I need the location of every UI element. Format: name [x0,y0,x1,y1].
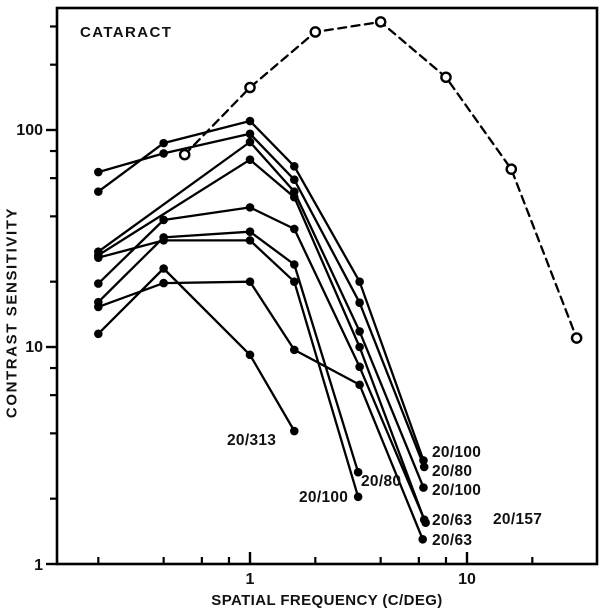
filled-circle-marker [94,187,103,196]
filled-circle-marker [289,345,299,355]
annotation-20-100: 20/100 [432,482,481,499]
filled-circle-marker [94,329,103,339]
x-tick-label-1: 1 [246,571,255,588]
y-tick-label-1: 1 [34,557,43,574]
filled-circle-marker [245,236,255,245]
curve-normal-dashed [183,20,578,340]
filled-circle-marker [355,298,364,308]
annotation-20-80: 20/80 [361,473,401,490]
annotation-20-313: 20/313 [227,432,276,449]
curve-cataract-9-20-313 [97,267,296,433]
filled-circle-marker [159,149,168,158]
filled-circle-marker [245,227,255,236]
filled-circle-marker [159,236,168,245]
filled-circle-marker [289,192,299,202]
filled-circle-marker [419,456,428,465]
annotation-20-100: 20/100 [299,489,348,506]
x-axis-title: SPATIAL FREQUENCY (C/DEG) [211,592,443,609]
filled-circle-marker [289,175,299,185]
y-tick-label-10: 10 [25,339,43,356]
curve-cataract-5-20-157 [97,206,427,524]
filled-circle-marker [245,350,255,360]
annotation-20-63: 20/63 [432,512,472,529]
filled-circle-marker [94,253,103,262]
filled-circle-marker [245,203,255,212]
filled-circle-marker [355,380,364,390]
filled-circle-marker [159,264,168,273]
open-circle-marker [570,332,583,344]
open-circle-marker [178,148,191,161]
filled-circle-marker [245,129,255,139]
x-tick-label-10: 10 [458,571,476,588]
filled-circle-marker [421,518,430,527]
filled-circle-marker [355,327,364,336]
filled-circle-marker [94,279,103,288]
filled-circle-marker [245,277,255,286]
filled-circle-marker [289,260,299,269]
filled-circle-marker [245,155,255,164]
filled-circle-marker [159,215,168,225]
filled-circle-marker [289,426,299,436]
filled-circle-marker [159,138,168,148]
open-circle-marker [244,81,256,94]
filled-circle-marker [245,116,255,126]
filled-circle-marker [353,467,363,477]
y-tick-label-100: 100 [16,122,43,139]
filled-circle-marker [94,167,103,177]
open-circle-marker [505,163,518,175]
filled-circle-marker [94,297,103,307]
y-axis-title: CONTRAST SENSITIVITY [3,206,21,419]
chart-title: CATARACT [80,24,173,41]
annotation-20-100: 20/100 [432,444,481,461]
filled-circle-marker [419,462,429,472]
plot-border [55,6,599,566]
filled-circle-marker [289,162,299,171]
annotation-20-63: 20/63 [432,532,472,549]
filled-circle-marker [355,277,364,286]
filled-circle-marker [355,362,364,372]
filled-circle-marker [159,278,168,288]
curve-cataract-6-20-63 [97,280,424,541]
annotation-20-157: 20/157 [493,511,542,528]
filled-circle-marker [353,492,363,502]
filled-circle-marker [289,277,299,286]
filled-circle-marker [355,342,364,352]
filled-circle-marker [418,534,428,544]
curve-cataract-1-20-100 [97,119,425,462]
open-circle-marker [440,71,452,84]
filled-circle-marker [245,137,255,147]
filled-circle-marker [419,483,428,492]
open-circle-marker [309,26,322,38]
open-circle-marker [374,16,387,28]
annotation-20-80: 20/80 [432,463,472,480]
curve-cataract-2-20-80 [97,132,426,469]
filled-circle-marker [289,224,299,234]
